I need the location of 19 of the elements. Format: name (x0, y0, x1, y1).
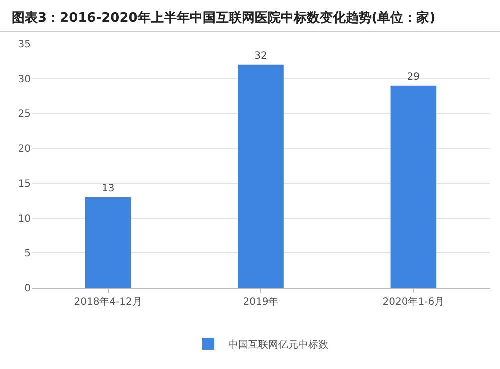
data-label: 32 (254, 50, 268, 62)
y-tick-label: 10 (18, 214, 31, 225)
y-tick-label: 25 (18, 109, 31, 120)
y-tick-label: 20 (18, 144, 31, 156)
x-tick-label: 2018年4-12月 (74, 296, 142, 308)
y-tick-label: 0 (24, 284, 31, 294)
y-tick-label: 5 (24, 248, 31, 260)
chart-title: 图表3：2016-2020年上半年中国互联网医院中标数变化趋势(单位：家) (0, 0, 500, 32)
bar (85, 197, 132, 288)
legend-label: 中国互联网亿元中标数 (228, 338, 328, 351)
y-tick-label: 35 (18, 40, 31, 50)
y-tick-label: 30 (18, 74, 31, 86)
bar (238, 64, 284, 288)
y-tick-label: 15 (18, 178, 31, 190)
x-tick-label: 2020年1-6月 (382, 296, 445, 308)
bar (390, 86, 437, 288)
x-tick-label: 2019年 (243, 296, 279, 308)
data-label: 29 (407, 72, 420, 83)
data-label: 13 (102, 183, 115, 194)
